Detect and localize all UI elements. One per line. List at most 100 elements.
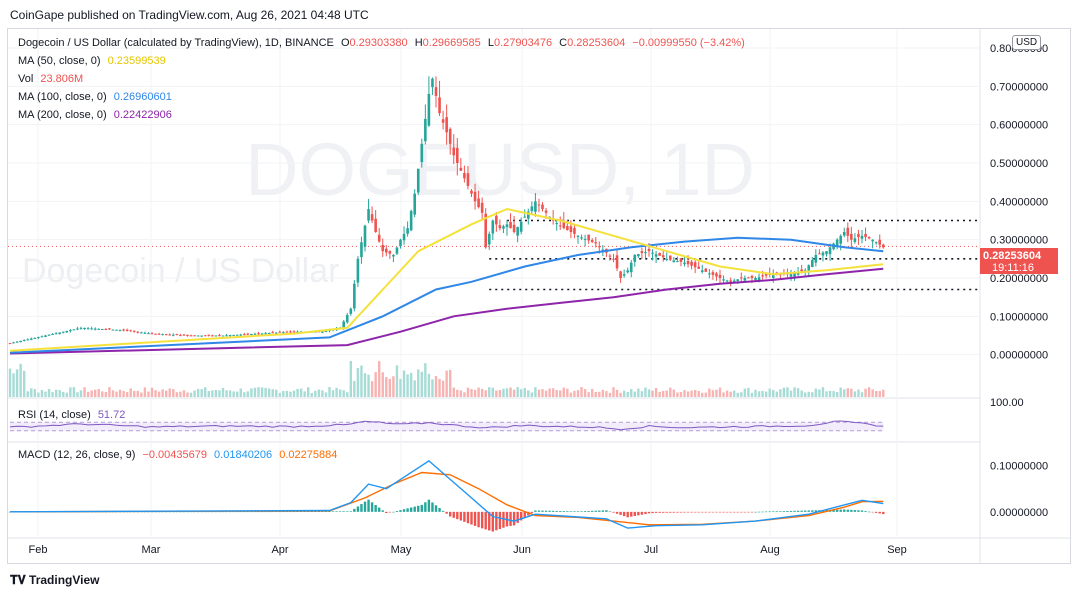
volume-bar (651, 390, 654, 397)
volume-bar (832, 391, 835, 397)
candle-body (44, 335, 47, 337)
x-tick-label: Feb (29, 544, 48, 556)
candle-body (516, 226, 519, 236)
volume-bar (431, 379, 434, 397)
macd-histogram-bar (353, 508, 356, 512)
macd-histogram-bar (321, 511, 324, 512)
legend-rsi-row: RSI (14, close) 51.72 (18, 409, 129, 421)
volume-bar (846, 388, 849, 397)
candle-body (747, 277, 750, 279)
macd-histogram-bar (285, 511, 289, 513)
chart-frame[interactable] (7, 28, 1071, 564)
macd-histogram-bar (860, 510, 864, 512)
candle-body (796, 272, 800, 275)
volume-bar (477, 387, 480, 397)
candle-body (438, 97, 441, 114)
legend-c-label: C (559, 37, 568, 49)
volume-bar (289, 391, 292, 397)
macd-histogram-bar (747, 511, 750, 513)
volume-bar (200, 389, 203, 397)
candle-body (413, 193, 416, 215)
macd-histogram-bar (463, 511, 466, 522)
candle-body (274, 332, 278, 334)
volume-bar (324, 392, 328, 397)
macd-histogram-bar (488, 511, 491, 531)
candle-body (282, 332, 285, 334)
candle-body (558, 225, 562, 227)
candle-body (381, 245, 385, 252)
macd-histogram-bar (278, 511, 281, 513)
macd-histogram-bar (374, 505, 377, 512)
volume-bar (395, 365, 399, 397)
macd-histogram-bar (846, 509, 849, 512)
candle-body (111, 329, 115, 331)
candle-body (260, 333, 264, 335)
macd-histogram-bar (690, 511, 693, 513)
candle-body (8, 343, 12, 345)
volume-bar (26, 391, 29, 397)
macd-histogram-bar (864, 511, 867, 512)
volume-bar (69, 387, 72, 397)
volume-bar (587, 392, 590, 397)
volume-bar (179, 391, 182, 397)
candle-body (33, 337, 37, 339)
candle-body (825, 251, 828, 255)
volume-bar (40, 390, 44, 397)
volume-bar (356, 367, 360, 397)
volume-bar (402, 370, 406, 397)
macd-y-tick-label: 0.00000000 (990, 507, 1048, 519)
candle-body (15, 341, 19, 343)
macd-histogram-bar (275, 511, 278, 513)
macd-histogram-bar (378, 507, 381, 512)
candle-body (30, 338, 33, 340)
legend-macd-row: MACD (12, 26, close, 9) −0.00435679 0.01… (18, 449, 341, 461)
candle-body (19, 340, 22, 343)
candle-body (243, 334, 246, 336)
volume-bar (505, 388, 509, 397)
candle-body (395, 247, 399, 254)
volume-bar (693, 389, 697, 397)
tradingview-brand[interactable]: 𝐓𝐕 TradingView (10, 573, 100, 588)
volume-bar (239, 388, 242, 397)
volume-bar (314, 390, 317, 397)
candle-body (143, 332, 147, 334)
volume-bar (161, 389, 164, 397)
macd-histogram-bar (725, 511, 729, 513)
candle-body (711, 272, 715, 275)
candle-body (544, 210, 548, 213)
macd-histogram-bar (615, 511, 619, 514)
candle-body (246, 333, 250, 335)
volume-bar (189, 392, 193, 397)
candle-body (615, 255, 619, 269)
candle-body (700, 270, 704, 273)
volume-bar (122, 391, 125, 397)
volume-bar (683, 390, 686, 397)
macd-histogram-bar (871, 511, 874, 513)
currency-button[interactable]: USD (1012, 35, 1042, 50)
candle-body (512, 224, 516, 232)
volume-bar (754, 389, 757, 397)
volume-bar (204, 387, 207, 397)
macd-histogram-bar (498, 511, 502, 530)
macd-histogram-bar (516, 511, 519, 523)
macd-histogram-bar (601, 510, 605, 512)
volume-bar (800, 390, 803, 397)
macd-histogram-bar (360, 504, 363, 512)
candle-body (377, 234, 381, 242)
candle-body (147, 333, 150, 335)
volume-bar (495, 390, 498, 397)
candle-body (740, 277, 743, 279)
macd-histogram-bar (349, 511, 352, 512)
volume-bar (8, 368, 12, 397)
candle-body (406, 228, 409, 234)
volume-bar (236, 391, 239, 397)
volume-bar (331, 390, 335, 397)
axes: FebMarAprMayJunJulAugSep0.800000000.7000… (29, 43, 1049, 556)
price-tag-countdown: 19:11:16 (992, 262, 1034, 274)
macd-histogram-bar (470, 511, 473, 525)
candle-body (523, 216, 527, 218)
macd-histogram-bar (850, 509, 853, 512)
volume-bar (534, 387, 537, 397)
macd-histogram-bar (473, 511, 477, 526)
